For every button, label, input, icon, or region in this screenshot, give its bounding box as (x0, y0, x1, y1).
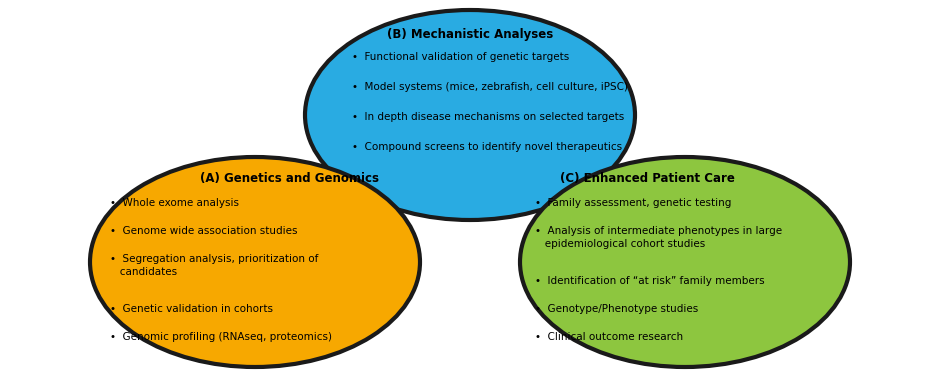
Text: •  Genomic profiling (RNAseq, proteomics): • Genomic profiling (RNAseq, proteomics) (110, 332, 332, 342)
Text: •  Family assessment, genetic testing: • Family assessment, genetic testing (535, 198, 731, 208)
Text: •  Clinical outcome research: • Clinical outcome research (535, 332, 683, 342)
Text: (A) Genetics and Genomics: (A) Genetics and Genomics (200, 172, 379, 185)
Text: •  Identification of “at risk” family members: • Identification of “at risk” family mem… (535, 276, 764, 286)
Text: •  Model systems (mice, zebrafish, cell culture, iPSC): • Model systems (mice, zebrafish, cell c… (352, 82, 628, 92)
Ellipse shape (305, 10, 635, 220)
Text: •  Genome wide association studies: • Genome wide association studies (110, 226, 297, 236)
Ellipse shape (90, 157, 420, 367)
Text: •  Whole exome analysis: • Whole exome analysis (110, 198, 239, 208)
Text: •  In depth disease mechanisms on selected targets: • In depth disease mechanisms on selecte… (352, 112, 624, 122)
Text: •  Genotype/Phenotype studies: • Genotype/Phenotype studies (535, 304, 698, 314)
Text: •  Functional validation of genetic targets: • Functional validation of genetic targe… (352, 52, 570, 62)
Ellipse shape (520, 157, 850, 367)
Text: •  Segregation analysis, prioritization of
   candidates: • Segregation analysis, prioritization o… (110, 254, 319, 277)
Text: (C) Enhanced Patient Care: (C) Enhanced Patient Care (560, 172, 735, 185)
Text: •  Analysis of intermediate phenotypes in large
   epidemiological cohort studie: • Analysis of intermediate phenotypes in… (535, 226, 782, 249)
Text: (B) Mechanistic Analyses: (B) Mechanistic Analyses (387, 28, 553, 41)
Text: •  Genetic validation in cohorts: • Genetic validation in cohorts (110, 304, 273, 314)
Text: •  Compound screens to identify novel therapeutics: • Compound screens to identify novel the… (352, 142, 622, 152)
